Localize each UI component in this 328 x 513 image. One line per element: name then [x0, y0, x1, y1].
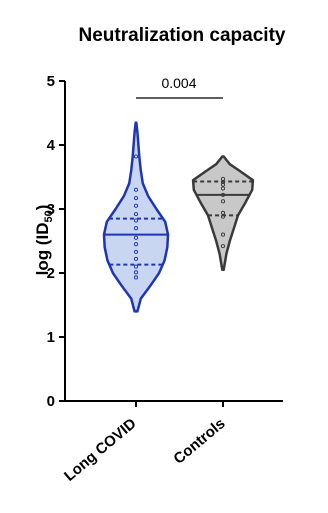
data-point [220, 176, 226, 181]
data-point [133, 218, 139, 223]
data-point [220, 199, 226, 204]
data-point [133, 275, 139, 280]
data-point [133, 235, 139, 240]
data-point [133, 256, 139, 261]
violin-long-covid [102, 121, 170, 313]
data-point [133, 242, 139, 247]
violin-controls [191, 155, 255, 272]
data-point [133, 226, 139, 231]
y-axis-label-close: ) [33, 205, 52, 211]
data-point [220, 192, 226, 197]
category-label-long-covid: Long COVID [61, 415, 140, 485]
y-tick-label: 3 [47, 201, 55, 218]
y-tick-label: 4 [47, 137, 56, 154]
significance-annotation: 0.004 [136, 75, 223, 99]
data-point [220, 186, 226, 191]
data-point [220, 244, 226, 249]
plot-area: 0 1 2 3 4 5 [47, 73, 283, 410]
data-point [133, 154, 139, 159]
data-point [133, 270, 139, 275]
data-point [220, 210, 226, 215]
chart-title: Neutralization capacity [79, 25, 286, 46]
data-point [133, 212, 139, 217]
y-axis-label-subscript: 50 [43, 210, 55, 222]
p-value-label: 0.004 [161, 75, 196, 91]
category-label-controls: Controls [170, 415, 228, 468]
y-axis-label: log (ID50) [33, 205, 55, 276]
data-point [220, 182, 226, 187]
y-axis-label-main: log (ID [33, 223, 52, 276]
data-point [133, 196, 139, 201]
data-point [133, 264, 139, 269]
data-point [133, 249, 139, 254]
y-tick-label: 2 [47, 265, 55, 282]
data-point [133, 203, 139, 208]
y-tick-label: 1 [47, 329, 55, 346]
data-point [220, 232, 226, 237]
y-tick-label: 0 [47, 393, 55, 410]
y-tick-label: 5 [47, 73, 55, 90]
data-point [220, 214, 226, 219]
data-point [133, 187, 139, 192]
